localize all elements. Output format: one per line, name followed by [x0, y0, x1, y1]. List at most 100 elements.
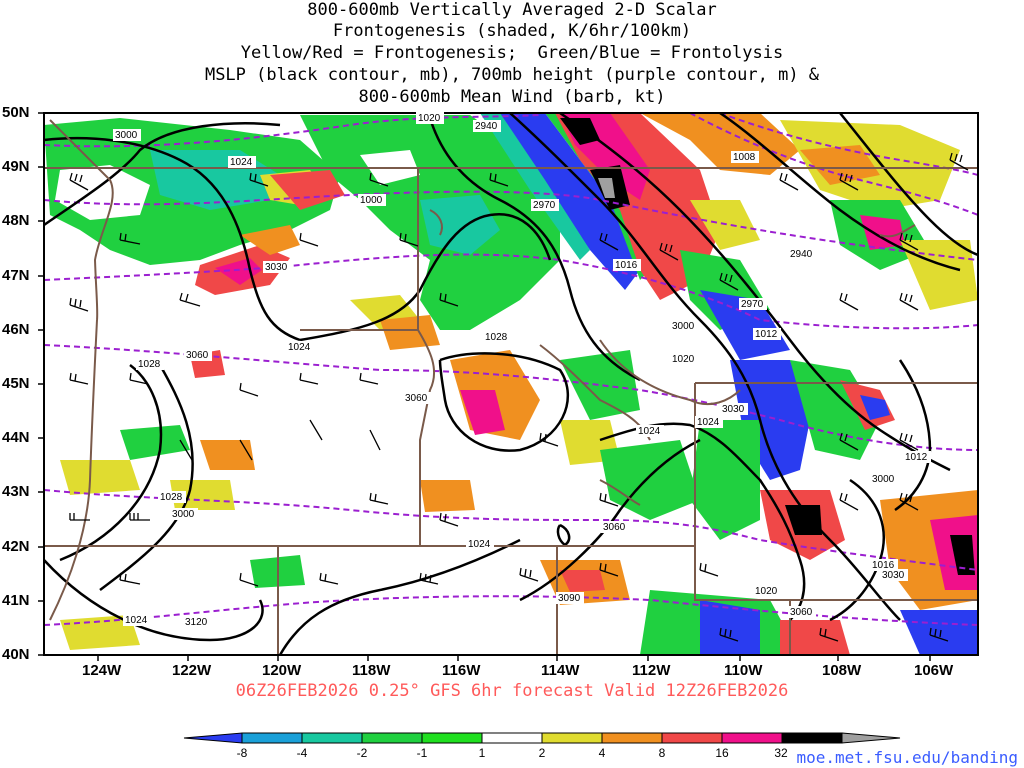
lon-label: 116W [442, 662, 481, 679]
mslp-contour-label: 1016 [872, 560, 895, 571]
height-contour-label: 3030 [265, 262, 288, 273]
height-contour-label: 3060 [186, 350, 209, 361]
height-contour-label-bg [739, 298, 767, 310]
colorbar-swatch [661, 732, 723, 744]
colorbar-swatch [541, 732, 603, 744]
lon-label: 124W [82, 662, 122, 679]
mslp-contour-label: 1024 [638, 426, 661, 437]
height-contour-label: 2940 [475, 121, 498, 132]
mslp-contour-label: 1000 [360, 195, 383, 206]
height-contour-label: 3060 [603, 522, 626, 533]
mslp-contour-label-bg [613, 259, 641, 271]
lon-label: 106W [914, 662, 954, 679]
colorbar-swatch [781, 732, 843, 744]
colorbar-label: -4 [296, 746, 308, 760]
valid-time-label: 06Z26FEB2026 0.25° GFS 6hr forecast Vali… [235, 681, 789, 701]
mslp-contour-label: 1024 [125, 615, 148, 626]
height-contour-label: 3000 [115, 130, 138, 141]
height-contour-label: 3060 [405, 393, 428, 404]
mslp-contour-label: 1024 [468, 539, 491, 550]
height-contour-label: 3030 [882, 570, 905, 581]
mslp-contour-label-bg [670, 353, 698, 365]
height-contour-label: 3000 [672, 321, 695, 332]
colorbar-swatch [721, 732, 783, 744]
title-line-1: 800-600mb Vertically Averaged 2-D Scalar [307, 0, 717, 20]
mslp-contour-label: 1028 [160, 492, 183, 503]
colorbar-label: 32 [774, 746, 788, 760]
height-contour-label-bg [720, 403, 748, 415]
colorbar-swatch [481, 732, 543, 744]
mslp-contour-label-bg [466, 538, 494, 550]
mslp-contour-label-bg [123, 614, 151, 626]
height-contour-label-bg [170, 508, 198, 520]
lon-label: 108W [822, 662, 862, 679]
lon-label: 110W [724, 662, 763, 679]
wind-barbs [69, 152, 969, 642]
colorbar-label: 16 [715, 746, 729, 760]
mslp-contour-label: 1020 [672, 354, 695, 365]
colorbar-label: -2 [356, 746, 368, 760]
height-contour-label: 2970 [533, 200, 556, 211]
colorbar-label: -8 [236, 746, 248, 760]
lat-label: 44N [2, 429, 30, 446]
mslp-contour-label: 1024 [230, 157, 253, 168]
height-contour-label-bg [556, 592, 584, 604]
lon-label: 112W [632, 662, 671, 679]
mslp-contour-label-bg [358, 194, 386, 206]
mslp-contour-label-bg [136, 358, 164, 370]
mslp-contour-label-bg [636, 425, 664, 437]
lon-label: 118W [352, 662, 391, 679]
height-contour-label-bg [183, 616, 211, 628]
colorbar-swatch [601, 732, 663, 744]
colorbar-swatch [183, 732, 243, 744]
height-contour-label: 3000 [172, 509, 195, 520]
height-contour-label-bg [788, 606, 816, 618]
mslp-contour-label-bg [870, 559, 898, 571]
colorbar-swatch [421, 732, 483, 744]
colorbar-swatch [841, 732, 901, 744]
height-contour-label-bg [670, 320, 698, 332]
lat-label: 42N [2, 538, 30, 555]
lon-label: 120W [262, 662, 302, 679]
mslp-contour-label-bg [286, 341, 314, 353]
mslp-contour-label-bg [731, 151, 759, 163]
lat-label: 49N [2, 158, 30, 175]
height-contour-label: 3030 [722, 404, 745, 415]
height-contour-label: 3090 [558, 593, 581, 604]
lon-label: 122W [172, 662, 212, 679]
mslp-contour-label: 1020 [418, 113, 441, 124]
mslp-contour-label: 1028 [138, 359, 161, 370]
lat-label: 48N [2, 212, 30, 229]
mslp-contour-label-bg [416, 112, 444, 124]
lat-label: 41N [2, 592, 30, 609]
source-credit-link[interactable]: moe.met.fsu.edu/banding [796, 748, 1018, 767]
height-contour-label-bg [601, 521, 629, 533]
mslp-contour-label-bg [753, 585, 781, 597]
lat-label: 50N [2, 104, 30, 121]
height-contour-label-bg [870, 473, 898, 485]
title-line-5: 800-600mb Mean Wind (barb, kt) [358, 87, 666, 107]
height-contour-label-bg [473, 120, 501, 132]
mslp-contours [44, 113, 978, 655]
mslp-contour-label-bg [483, 331, 511, 343]
lat-label: 45N [2, 375, 30, 392]
colorbar-label: -1 [416, 746, 428, 760]
colorbar-label: 2 [538, 746, 546, 760]
lat-label: 47N [2, 267, 30, 284]
title-line-3: Yellow/Red = Frontogenesis; Green/Blue =… [240, 43, 784, 63]
shading-layer [44, 113, 978, 655]
colorbar-swatch [241, 732, 303, 744]
mslp-contour-label-bg [228, 156, 256, 168]
height-contour-label: 3060 [790, 607, 813, 618]
mslp-contour-label: 1028 [485, 332, 508, 343]
colorbar-swatch [361, 732, 423, 744]
colorbar-swatch [301, 732, 363, 744]
mslp-contour-label-bg [903, 451, 931, 463]
title-line-4: MSLP (black contour, mb), 700mb height (… [204, 65, 820, 85]
height-contour-label-bg [531, 199, 559, 211]
mslp-contour-label-bg [695, 416, 723, 428]
lat-label: 40N [2, 646, 30, 663]
geographic-borders [44, 119, 978, 655]
mslp-contour-label: 1020 [755, 586, 778, 597]
